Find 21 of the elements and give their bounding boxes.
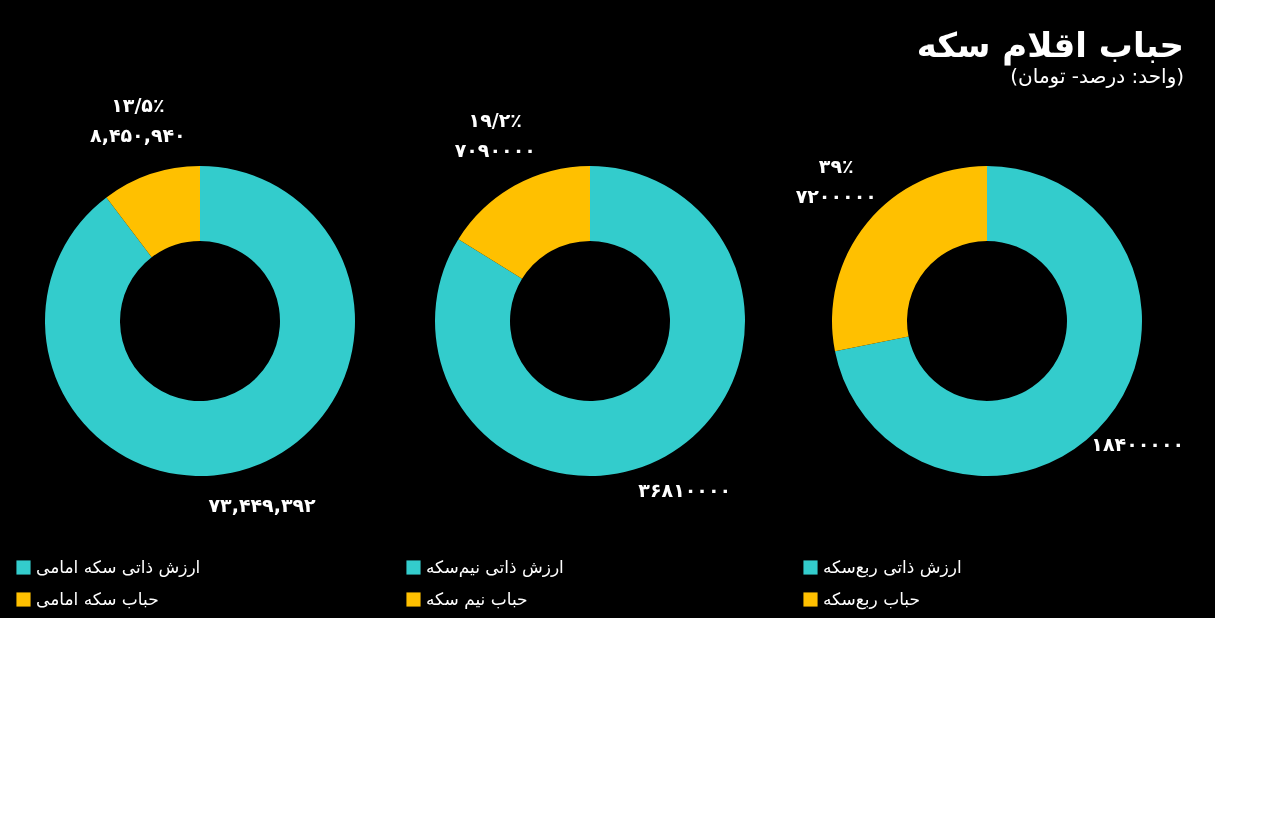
legend-label: ارزش ذاتی نیم‌سکه [426, 556, 564, 578]
legend-label: حباب سکه امامی [36, 588, 159, 609]
donut-slice [458, 166, 590, 279]
chart-title: حباب اقلام سکه [916, 25, 1185, 67]
text: ۳۹٪ [818, 155, 854, 178]
text: ۱۹/۲٪ [468, 108, 522, 131]
donut-slice [435, 166, 745, 476]
data-label: ۸,۴۵۰,۹۴۰ [90, 124, 186, 147]
data-label: ۳۶۸۱۰۰۰۰ [638, 479, 732, 502]
data-label: ۷۲۰۰۰۰۰ [795, 185, 877, 208]
donut-slice [106, 166, 200, 258]
legend-label: حباب ربع‌سکه [823, 588, 920, 610]
data-label: ۷۰۹۰۰۰۰ [454, 138, 536, 161]
text: ۱۳/۵٪ [111, 94, 165, 117]
data-label: ۱۸۴۰۰۰۰۰ [1091, 432, 1185, 455]
legend-label: ارزش ذاتی ربع‌سکه [823, 556, 962, 578]
legend-label: ارزش ذاتی سکه امامی [36, 556, 201, 577]
donut-slice [45, 166, 355, 476]
legend-label: حباب نیم سکه [426, 588, 528, 610]
chart-subtitle: (واحد: درصد- تومان) [1010, 64, 1185, 89]
data-label: ۷۳,۴۴۹,۳۹۲ [208, 493, 317, 516]
